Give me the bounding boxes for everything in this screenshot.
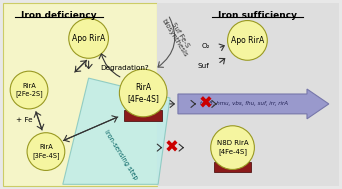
Text: Apo RirA: Apo RirA [231,36,264,45]
Text: Iron deficiency: Iron deficiency [21,11,97,20]
Text: Iron sufficiency: Iron sufficiency [218,11,297,20]
Text: Suf: Suf [198,63,210,69]
Text: Suf Fe-S
biosynthesis: Suf Fe-S biosynthesis [160,15,194,58]
Circle shape [69,19,108,58]
Text: RirA
[3Fe-4S]: RirA [3Fe-4S] [32,144,60,159]
Text: tonB, hmu, vbs, fhu, suf, irr, rirA: tonB, hmu, vbs, fhu, suf, irr, rirA [200,101,288,106]
Bar [3,3,157,186]
Text: ✖: ✖ [199,95,213,113]
Text: Apo RirA: Apo RirA [72,34,105,43]
Circle shape [27,133,65,170]
Text: ✖: ✖ [165,139,179,157]
Text: RirA
[4Fe-4S]: RirA [4Fe-4S] [127,83,159,103]
FancyArrow shape [178,89,329,119]
Circle shape [211,126,254,170]
Polygon shape [63,78,170,184]
Text: N8D RirA
[4Fe-4S]: N8D RirA [4Fe-4S] [217,140,248,155]
Bar [214,163,251,172]
Bar [124,110,162,121]
Text: O₂: O₂ [201,43,210,49]
Text: + Fe: + Fe [16,117,33,123]
Text: RirA
[2Fe-2S]: RirA [2Fe-2S] [15,83,43,97]
Bar [157,3,339,186]
Circle shape [119,69,167,117]
Text: Iron-sensing step: Iron-sensing step [103,129,138,180]
Circle shape [10,71,48,109]
Text: Degradation?: Degradation? [101,65,149,71]
Circle shape [227,21,267,60]
